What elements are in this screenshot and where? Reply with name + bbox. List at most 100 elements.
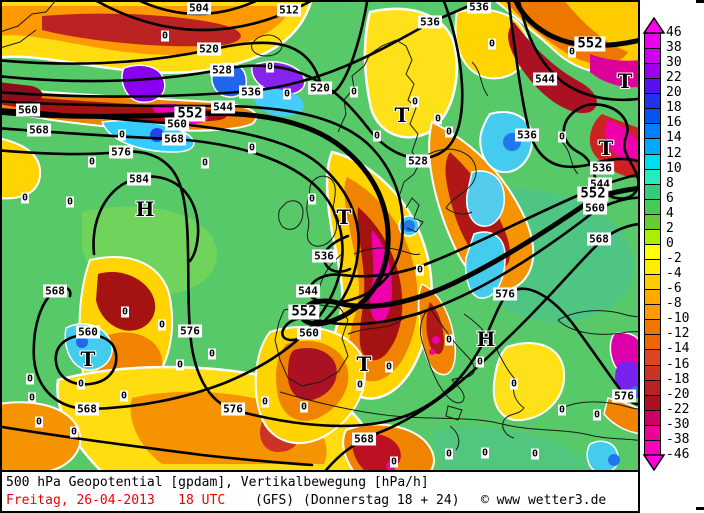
legend-tick-label: 14 (666, 130, 682, 146)
legend-segment (644, 424, 661, 441)
geopotential-contour-label: 568 (352, 432, 376, 446)
legend-segment (644, 409, 661, 426)
legend-tick-label: 38 (666, 40, 682, 56)
geopotential-contour-label: 536 (590, 161, 614, 175)
legend-segment (644, 93, 661, 110)
zero-line-label: 0 (160, 30, 170, 42)
zero-line-label: 0 (487, 38, 497, 50)
zero-line-label: 0 (76, 378, 86, 390)
page-corner-mark-bottom (696, 507, 704, 510)
legend-segment (644, 334, 661, 351)
geopotential-contour-label: 536 (239, 85, 263, 99)
low-pressure-center: T (336, 205, 352, 229)
legend-tick-label: 2 (666, 220, 674, 236)
low-pressure-center: T (617, 69, 633, 93)
zero-line-label: 0 (384, 361, 394, 373)
caption-panel: 500 hPa Geopotential [gpdam], Vertikalbe… (0, 470, 640, 513)
legend-tick-label: -20 (666, 386, 690, 402)
legend-tick-label: -8 (666, 296, 682, 312)
legend-segment (644, 394, 661, 411)
legend-arrow-down-icon (642, 454, 666, 471)
zero-line-label: 0 (475, 356, 485, 368)
zero-line-label: 0 (299, 401, 309, 413)
geopotential-contour-label: 560 (16, 103, 40, 117)
legend-tick-label: 8 (666, 175, 674, 191)
geopotential-contour-label: 560 (583, 201, 607, 215)
legend-segment (644, 198, 661, 215)
legend-segment (644, 168, 661, 185)
zero-line-label: 0 (509, 378, 519, 390)
legend-segment (644, 108, 661, 125)
zero-line-label: 0 (265, 61, 275, 73)
legend-tick-label: -30 (666, 416, 690, 432)
geopotential-contour-label: 568 (162, 132, 186, 146)
legend-tick-label: -4 (666, 266, 682, 282)
zero-line-label: 0 (530, 448, 540, 460)
geopotential-contour-label: 544 (211, 100, 235, 114)
geopotential-contour-label: 552 (574, 36, 606, 52)
zero-line-label: 0 (34, 416, 44, 428)
geopotential-contour-label: 584 (127, 172, 151, 186)
zero-line-label: 0 (157, 319, 167, 331)
geopotential-contour-label: 576 (109, 145, 133, 159)
legend-segment (644, 243, 661, 261)
low-pressure-center: T (80, 347, 96, 371)
zero-line-label: 0 (389, 456, 399, 468)
legend-segment (644, 78, 661, 95)
geopotential-contour-label: 560 (165, 117, 189, 131)
geopotential-contour-label: 544 (296, 284, 320, 298)
zero-line-label: 0 (20, 192, 30, 204)
zero-line-label: 0 (175, 359, 185, 371)
zero-line-label: 0 (372, 130, 382, 142)
legend-tick-label: -22 (666, 401, 690, 417)
legend-tick-label: 0 (666, 235, 674, 251)
high-pressure-center: H (135, 197, 155, 221)
geopotential-contour-label: 576 (178, 324, 202, 338)
low-pressure-center: T (394, 103, 410, 127)
vertical-motion-legend: 46 38 30 22 20 18 16 14 12 10 8 6 4 2 0 -2 -4 -6 -8 -10 -12-… (640, 0, 704, 472)
legend-tick-label: 4 (666, 205, 674, 221)
legend-tick-label: -18 (666, 371, 690, 387)
legend-tick-label: 16 (666, 115, 682, 131)
geopotential-contour-label: 504 (187, 1, 211, 15)
legend-segment (644, 289, 661, 306)
legend-tick-label: 30 (666, 55, 682, 71)
zero-line-label: 0 (410, 96, 420, 108)
legend-segment (644, 379, 661, 396)
zero-line-label: 0 (480, 447, 490, 459)
zero-line-label: 0 (65, 196, 75, 208)
legend-tick-label: 12 (666, 145, 682, 161)
geopotential-contour-label: 512 (277, 3, 301, 17)
geopotential-contour-label: 576 (612, 389, 636, 403)
legend-tick-label: 10 (666, 160, 682, 176)
zero-line-label: 0 (349, 86, 359, 98)
zero-line-label: 0 (119, 390, 129, 402)
legend-segment (644, 259, 661, 276)
legend-tick-label: -46 (666, 446, 690, 462)
zero-line-label: 0 (87, 156, 97, 168)
legend-segment (644, 304, 661, 321)
geopotential-contour-label: 568 (587, 232, 611, 246)
legend-tick-label: 6 (666, 190, 674, 206)
legend-segment (644, 153, 661, 170)
legend-segment (644, 319, 661, 336)
zero-line-label: 0 (415, 264, 425, 276)
caption-title: 500 hPa Geopotential [gpdam], Vertikalbe… (6, 475, 429, 490)
legend-tick-label: 18 (666, 100, 682, 116)
legend-segment (644, 183, 661, 200)
geopotential-contour-label: 536 (467, 0, 491, 14)
caption-model: (GFS) (255, 493, 295, 508)
zero-line-label: 0 (120, 306, 130, 318)
zero-line-label: 0 (444, 448, 454, 460)
geopotential-contour-label: 544 (533, 72, 557, 86)
legend-tick-label: -14 (666, 341, 690, 357)
weather-map-panel: 504 512 520 520 528 528 536 536 536 536 536 536 544 5… (0, 0, 640, 472)
low-pressure-center: T (598, 136, 614, 160)
legend-segment (644, 349, 661, 366)
zero-line-label: 0 (207, 348, 217, 360)
legend-segment (644, 213, 661, 230)
legend-segment (644, 364, 661, 381)
legend-segment (644, 63, 661, 80)
geopotential-contour-label: 520 (197, 42, 221, 56)
legend-tick-label: -2 (666, 251, 682, 267)
